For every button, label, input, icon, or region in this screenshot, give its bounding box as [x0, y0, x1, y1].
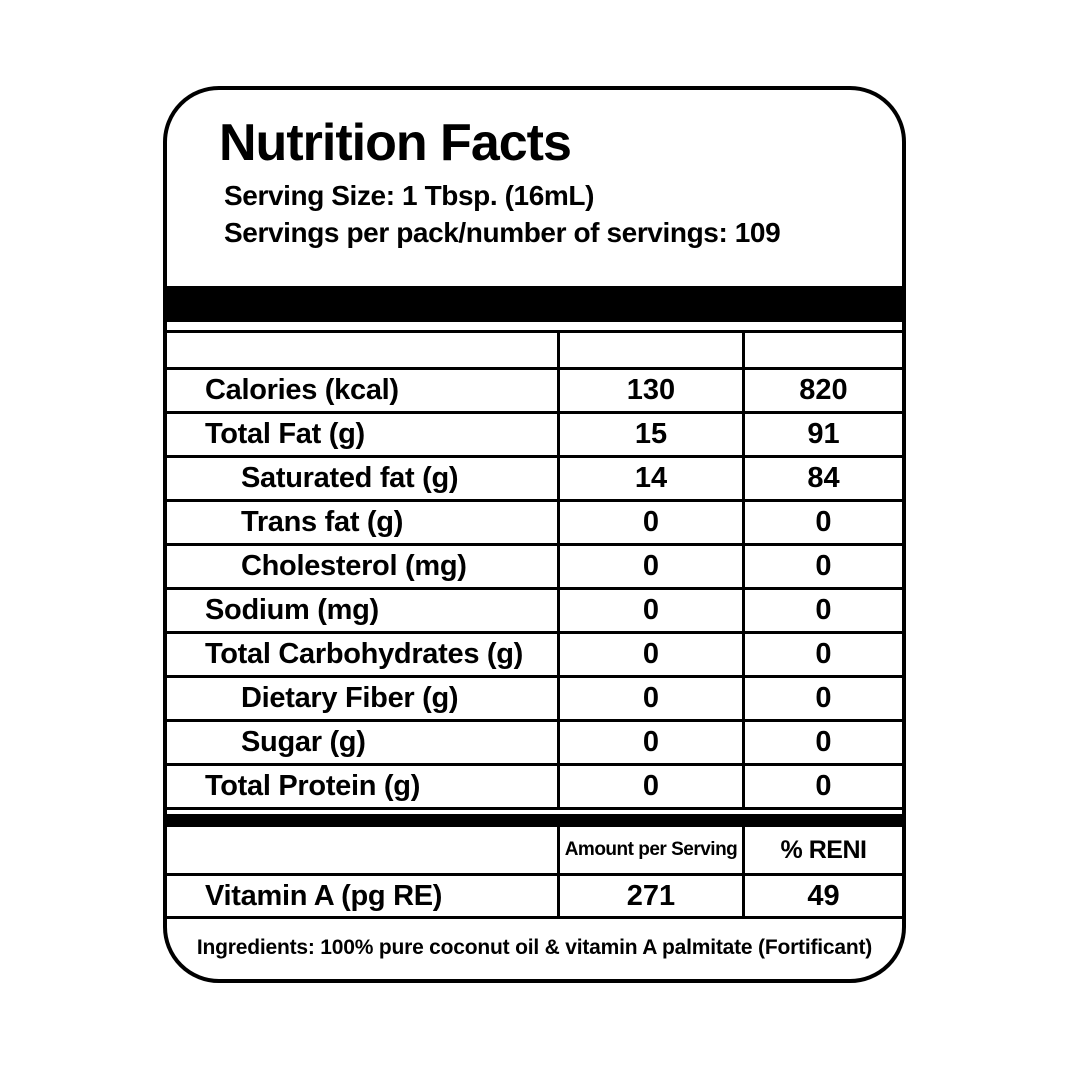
nutrient-name: Total Carbohydrates (g) — [205, 638, 524, 670]
table-row-calories: Calories (kcal) 130 820 — [167, 367, 902, 411]
spacer-gap — [167, 810, 902, 814]
per-pack-value: 820 — [742, 370, 902, 411]
per-pack-value: 0 — [742, 502, 902, 543]
per-pack-value: 0 — [742, 634, 902, 675]
per-pack-value: 0 — [742, 546, 902, 587]
per-serving-value: 0 — [557, 678, 742, 719]
reni-section: Amount per Serving % RENI Vitamin A (pg … — [167, 827, 902, 919]
per-pack-value: 0 — [742, 590, 902, 631]
nutrient-name: Calories (kcal) — [205, 374, 399, 406]
table-row-total-fat: Total Fat (g) 15 91 — [167, 411, 902, 455]
per-serving-value: 0 — [557, 722, 742, 763]
label-header: Nutrition Facts Serving Size: 1 Tbsp. (1… — [167, 90, 902, 286]
table-row-sodium: Sodium (mg) 0 0 — [167, 587, 902, 631]
nutrient-name: Total Fat (g) — [205, 418, 365, 450]
serving-size-line: Serving Size: 1 Tbsp. (16mL) — [224, 179, 594, 211]
per-serving-value: 0 — [557, 590, 742, 631]
per-serving-value: 15 — [557, 414, 742, 455]
nutrition-facts-label: Nutrition Facts Serving Size: 1 Tbsp. (1… — [163, 86, 906, 983]
per-serving-value: 0 — [557, 634, 742, 675]
empty-name-cell — [167, 827, 557, 873]
ingredients-text: Ingredients: 100% pure coconut oil & vit… — [196, 936, 873, 959]
amount-per-serving-header: Amount per Serving — [557, 827, 742, 873]
nutrient-name: Cholesterol (mg) — [241, 550, 467, 582]
percent-reni-header: % RENI — [742, 827, 902, 873]
separator-bar-middle — [167, 814, 902, 827]
table-row-total-protein: Total Protein (g) 0 0 — [167, 763, 902, 807]
nutrition-table: Calories (kcal) 130 820 Total Fat (g) 15… — [167, 330, 902, 810]
per-serving-value: 271 — [557, 876, 742, 916]
table-row-total-carbohydrates: Total Carbohydrates (g) 0 0 — [167, 631, 902, 675]
nutrient-name: Trans fat (g) — [241, 506, 404, 538]
per-pack-value: 84 — [742, 458, 902, 499]
table-row-trans-fat: Trans fat (g) 0 0 — [167, 499, 902, 543]
servings-per-pack-line: Servings per pack/number of servings: 10… — [224, 216, 781, 248]
nutrient-name: Sugar (g) — [241, 726, 366, 758]
percent-reni-value: 49 — [742, 876, 902, 916]
table-row-sugar: Sugar (g) 0 0 — [167, 719, 902, 763]
table-row-vitamin-a: Vitamin A (pg RE) 271 49 — [167, 873, 902, 919]
empty-serving-cell — [557, 333, 742, 367]
table-row-empty-header — [167, 330, 902, 367]
nutrient-name: Total Protein (g) — [205, 770, 421, 802]
nutrient-name: Saturated fat (g) — [241, 462, 459, 494]
table-row-saturated-fat: Saturated fat (g) 14 84 — [167, 455, 902, 499]
reni-header-row: Amount per Serving % RENI — [167, 827, 902, 873]
per-pack-value: 0 — [742, 766, 902, 807]
per-serving-value: 0 — [557, 546, 742, 587]
per-pack-value: 0 — [742, 722, 902, 763]
label-title: Nutrition Facts — [219, 114, 572, 172]
per-serving-value: 130 — [557, 370, 742, 411]
per-serving-value: 14 — [557, 458, 742, 499]
per-serving-value: 0 — [557, 766, 742, 807]
per-pack-value: 91 — [742, 414, 902, 455]
table-row-dietary-fiber: Dietary Fiber (g) 0 0 — [167, 675, 902, 719]
nutrient-name: Sodium (mg) — [205, 594, 379, 626]
empty-pack-cell — [742, 333, 902, 367]
nutrient-name: Dietary Fiber (g) — [241, 682, 459, 714]
table-row-cholesterol: Cholesterol (mg) 0 0 — [167, 543, 902, 587]
per-serving-value: 0 — [557, 502, 742, 543]
per-pack-value: 0 — [742, 678, 902, 719]
nutrient-name: Vitamin A (pg RE) — [205, 879, 443, 912]
separator-bar-top — [167, 286, 902, 322]
empty-name-cell — [167, 333, 557, 367]
spacer-gap — [167, 322, 902, 330]
